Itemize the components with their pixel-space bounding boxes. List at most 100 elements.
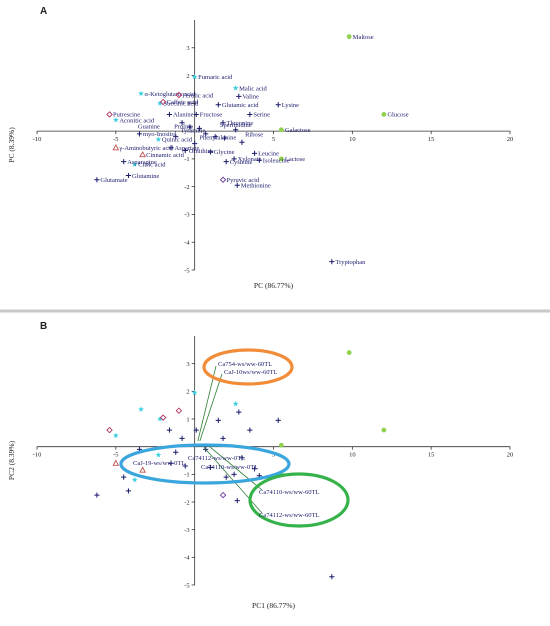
point-label: Pyruvic acid: [227, 177, 260, 184]
data-point: [131, 476, 138, 483]
data-point: [346, 34, 352, 40]
point-label: Quinic acid: [162, 137, 193, 144]
data-point: [112, 144, 120, 151]
data-point: [346, 350, 352, 355]
data-point: [155, 136, 162, 142]
panel-a-chart: A PC (86.77%) PC (8.39%) -10 -5 5 10 15 20 -5 -…: [7, 6, 513, 290]
point-label: myo-Inositol: [143, 131, 177, 138]
data-point: [256, 157, 262, 163]
sample-annotation: Ca74112-ws/ww-60TL: [259, 512, 319, 519]
y-tick-label: 3: [186, 361, 189, 368]
data-point: [278, 442, 284, 448]
annotation-leader-line: [199, 373, 223, 442]
y-tick-label: -5: [184, 582, 189, 589]
point-label: Ornithine: [189, 148, 214, 155]
data-point: [236, 93, 242, 99]
y-tick-label: 2: [186, 73, 189, 80]
panel-b-chart: B PC1 (86.77%) PC2 (8.39%) -10 -5 5 10 15 20 -…: [7, 321, 513, 610]
point-label: Fumaric acid: [198, 74, 233, 81]
data-point: [106, 426, 113, 434]
data-point: [222, 135, 228, 141]
data-point: [203, 131, 209, 137]
point-label: Tyramine: [180, 128, 205, 135]
point-label: Glutamine: [132, 173, 160, 180]
data-point: [232, 400, 239, 407]
x-tick-label: 10: [349, 136, 356, 143]
point-label: Tryptophan: [335, 259, 366, 266]
data-point: [168, 145, 174, 151]
data-point: [234, 498, 240, 504]
data-point: [193, 427, 199, 433]
point-label: Lysine: [282, 102, 299, 109]
data-point: [173, 449, 179, 455]
point-label: Malic acid: [239, 85, 267, 92]
point-label: Glutamate: [100, 177, 127, 184]
data-point: [239, 139, 245, 145]
point-label: Ferulic acid: [182, 92, 214, 99]
orange-ellipse: [202, 348, 294, 386]
data-point: [215, 417, 221, 423]
data-point: [231, 156, 237, 162]
x-tick-label: -10: [33, 452, 42, 459]
y-tick-label: 1: [186, 101, 189, 108]
data-point: [278, 127, 284, 133]
data-point: [187, 124, 193, 130]
data-point: [247, 111, 253, 118]
data-point: [136, 131, 143, 137]
y-tick-label: 3: [186, 45, 189, 52]
blue-ellipse: [119, 443, 291, 485]
panel-a-x-axis-label: PC (86.77%): [254, 281, 294, 290]
point-label: Galactose: [285, 127, 311, 134]
x-tick-label: -5: [113, 452, 118, 459]
data-point: [112, 432, 119, 439]
point-label: Glucose: [387, 112, 408, 119]
point-label: Asparagine: [127, 159, 157, 166]
sample-annotation: Ca754-ws/ww-60TL: [218, 361, 272, 368]
data-point: [219, 176, 227, 183]
data-point: [233, 127, 239, 133]
data-point: [236, 409, 242, 415]
data-point: [168, 460, 174, 466]
data-point: [94, 177, 100, 183]
x-tick-label: 5: [272, 136, 275, 143]
data-point: [223, 474, 229, 480]
x-tick-label: 10: [349, 452, 356, 459]
y-tick-label: -5: [184, 267, 189, 274]
point-label: Proline: [174, 123, 193, 130]
data-point: [179, 120, 185, 126]
data-point: [112, 459, 120, 466]
panel-b-x-axis-label: PC1 (86.77%): [252, 601, 295, 610]
data-point: [179, 435, 185, 441]
panel-a-letter: A: [40, 6, 47, 17]
y-tick-label: -3: [184, 527, 189, 534]
point-label: Maltose: [353, 34, 374, 41]
data-point: [191, 389, 198, 396]
y-tick-label: -1: [184, 472, 189, 479]
point-label: Fructose: [200, 112, 223, 119]
data-point: [182, 147, 188, 154]
data-point: [139, 150, 146, 158]
point-label: Aspartate: [175, 145, 200, 152]
data-point: [175, 407, 183, 414]
x-tick-label: -10: [33, 136, 42, 143]
data-point: [131, 161, 138, 167]
data-point: [223, 159, 229, 165]
data-point: [234, 182, 240, 188]
point-label: Putrescine: [113, 112, 140, 119]
data-point: [329, 259, 335, 265]
data-point: [220, 435, 226, 441]
point-label: Sperimidine: [220, 122, 252, 129]
annotation-leader-line: [207, 444, 263, 491]
data-point: [251, 466, 258, 472]
data-point: [207, 464, 214, 471]
x-tick-label: 20: [507, 136, 514, 143]
x-tick-label: 5: [272, 452, 275, 459]
annotation-leader-line: [203, 446, 263, 514]
panel-a-y-axis-label: PC (8.39%): [7, 127, 16, 163]
point-label: Caffeic acid: [167, 99, 199, 106]
point-label: Glycine: [214, 149, 235, 156]
data-point: [381, 427, 387, 433]
point-label: Succinic acid: [163, 101, 199, 108]
data-point: [125, 172, 132, 179]
sample-annotation: Ca74112-ws/ww-0TL: [188, 455, 245, 462]
